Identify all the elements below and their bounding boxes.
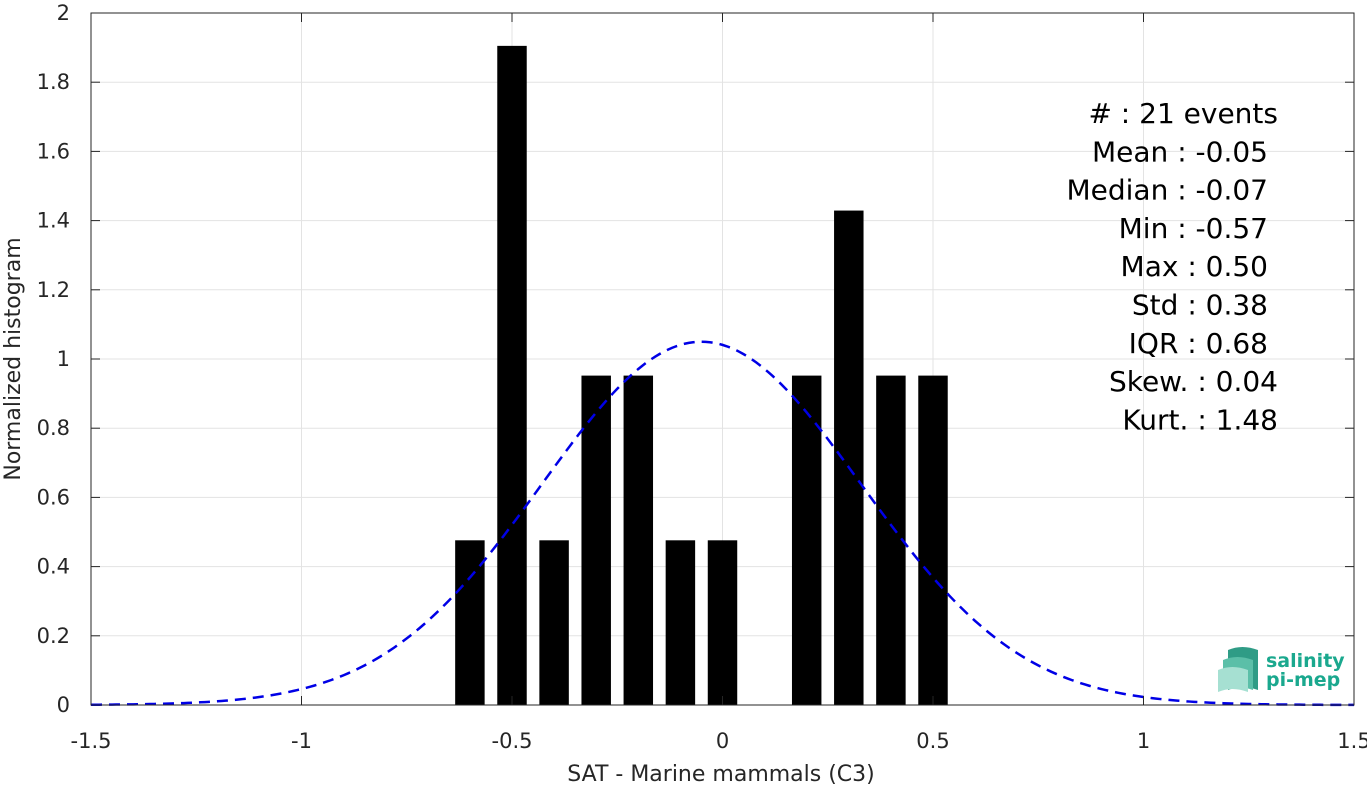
y-tick-label-1: 0.2 bbox=[37, 624, 70, 648]
y-tick-label-6: 1.2 bbox=[37, 278, 70, 302]
x-tick-label-6: 1.5 bbox=[1337, 729, 1367, 753]
histogram-bar-10 bbox=[918, 375, 948, 705]
stat-line-8: Kurt. : 1.48 bbox=[1122, 403, 1278, 436]
stat-line-3: Min : -0.57 bbox=[1119, 212, 1268, 245]
x-tick-label-1: -1 bbox=[291, 729, 312, 753]
x-tick-label-0: -1.5 bbox=[71, 729, 112, 753]
y-tick-label-2: 0.4 bbox=[37, 555, 70, 579]
salinity-pi-mep-logo: salinity pi-mep bbox=[1218, 647, 1345, 692]
logo-text-pi-mep: pi-mep bbox=[1266, 669, 1340, 691]
histogram-bar-4 bbox=[623, 375, 654, 705]
histogram-bar-3 bbox=[581, 375, 611, 705]
x-tick-label-2: -0.5 bbox=[492, 729, 533, 753]
histogram-bar-5 bbox=[665, 540, 696, 705]
y-tick-label-0: 0 bbox=[57, 693, 70, 717]
stat-line-7: Skew. : 0.04 bbox=[1109, 365, 1278, 398]
x-tick-label-3: 0 bbox=[716, 729, 729, 753]
wave-logo-icon bbox=[1218, 647, 1258, 692]
histogram-bar-0 bbox=[455, 540, 485, 705]
histogram-bar-2 bbox=[539, 540, 569, 705]
logo-text-salinity: salinity bbox=[1266, 650, 1345, 672]
y-tick-labels: 0 0.2 0.4 0.6 0.8 1 1.2 1.4 1.6 1.8 2 bbox=[37, 1, 70, 717]
stat-line-4: Max : 0.50 bbox=[1121, 250, 1268, 283]
stat-line-0: # : 21 events bbox=[1088, 97, 1278, 130]
statistics-annotation: # : 21 events Mean : -0.05 Median : -0.07 M… bbox=[1066, 97, 1278, 436]
stat-line-5: Std : 0.38 bbox=[1132, 289, 1268, 322]
y-tick-label-7: 1.4 bbox=[37, 209, 70, 233]
y-tick-label-4: 0.8 bbox=[37, 416, 70, 440]
y-axis-label: Normalized histogram bbox=[1, 237, 26, 480]
y-tick-label-10: 2 bbox=[57, 1, 70, 25]
x-tick-label-4: 0.5 bbox=[916, 729, 949, 753]
y-tick-label-9: 1.8 bbox=[37, 70, 70, 94]
histogram-bars bbox=[455, 45, 948, 706]
x-axis-label: SAT - Marine mammals (C3) bbox=[567, 762, 875, 785]
x-tick-label-5: 1 bbox=[1137, 729, 1150, 753]
stat-line-2: Median : -0.07 bbox=[1066, 174, 1268, 207]
stat-line-6: IQR : 0.68 bbox=[1129, 327, 1268, 360]
histogram-bar-9 bbox=[876, 375, 906, 705]
y-tick-label-3: 0.6 bbox=[37, 485, 70, 509]
histogram-bar-8 bbox=[834, 210, 864, 706]
histogram-bar-7 bbox=[791, 375, 822, 705]
stat-line-1: Mean : -0.05 bbox=[1092, 135, 1268, 168]
x-tick-labels: -1.5 -1 -0.5 0 0.5 1 1.5 bbox=[71, 729, 1367, 753]
histogram-bar-6 bbox=[707, 540, 738, 705]
y-tick-label-8: 1.6 bbox=[37, 139, 70, 163]
y-tick-label-5: 1 bbox=[57, 347, 70, 371]
histogram-bar-1 bbox=[497, 45, 527, 706]
axes-frame bbox=[90, 12, 1355, 706]
